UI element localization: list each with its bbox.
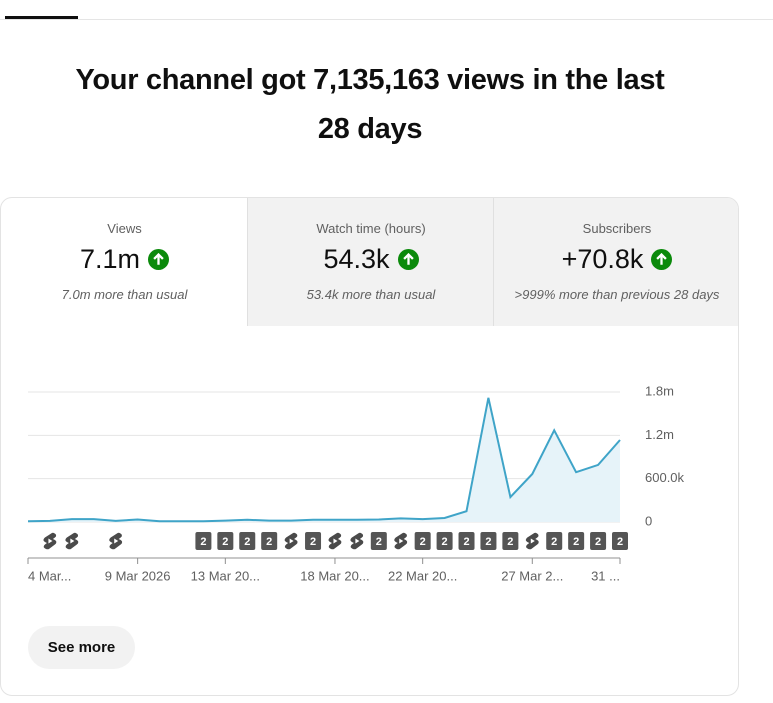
- shorts-icon: [394, 532, 408, 550]
- shorts-icon: [284, 532, 298, 550]
- metric-tab[interactable]: Watch time (hours) 54.3k 53.4k more than u…: [247, 198, 494, 326]
- shorts-icon: [43, 532, 57, 550]
- metric-tab[interactable]: Views 7.1m 7.0m more than usual: [1, 198, 248, 326]
- see-more-button[interactable]: See more: [28, 626, 135, 669]
- upload-count: 2: [463, 536, 469, 548]
- y-tick-label: 0: [645, 513, 652, 528]
- metric-label: Watch time (hours): [316, 221, 426, 236]
- y-tick-label: 1.8m: [645, 383, 674, 398]
- metric-note: 53.4k more than usual: [306, 287, 436, 302]
- upload-badge: [590, 532, 607, 550]
- metric-value: 7.1m: [79, 244, 141, 274]
- upload-badge: [480, 532, 497, 550]
- shorts-play: [70, 538, 75, 544]
- x-tick-label: 22 Mar 20...: [388, 568, 457, 583]
- upload-count: 2: [420, 536, 426, 548]
- x-tick-label: 18 Mar 20...: [300, 568, 369, 583]
- upload-count: 2: [595, 536, 601, 548]
- trend-up-icon: [148, 249, 170, 270]
- metric-label: Subscribers: [582, 221, 652, 236]
- upload-badge: [195, 532, 212, 550]
- shorts-icon: [525, 532, 539, 550]
- line: [27, 397, 621, 523]
- upload-count: 2: [222, 536, 228, 548]
- area: [28, 397, 620, 522]
- upload-badge: [612, 532, 628, 550]
- shorts-icon: [328, 532, 342, 550]
- tab-divider: [0, 19, 773, 20]
- shorts-play: [48, 538, 53, 544]
- metric-note: >999% more than previous 28 days: [514, 287, 720, 302]
- trend-up-icon: [651, 249, 673, 270]
- active-tab-indicator: [5, 16, 78, 19]
- upload-count: 2: [244, 536, 250, 548]
- upload-badge: [217, 532, 234, 550]
- upload-count: 2: [507, 536, 513, 548]
- upload-count: 2: [617, 536, 623, 548]
- upload-badge: [239, 532, 256, 550]
- upload-count: 2: [573, 536, 579, 548]
- shorts-play: [333, 538, 338, 544]
- upload-badge: [305, 532, 322, 550]
- metric-value: 54.3k: [323, 244, 390, 274]
- headline: Your channel got 7,135,163 views in the …: [75, 64, 665, 145]
- upload-badge: [261, 532, 278, 550]
- shorts-play: [289, 538, 294, 544]
- metric-value-row: 7.1m: [1, 244, 248, 275]
- upload-count: 2: [266, 536, 272, 548]
- metric-value-row: 54.3k: [248, 244, 494, 275]
- upload-count: 2: [376, 536, 382, 548]
- upload-badge: [568, 532, 585, 550]
- upload-badge: [370, 532, 387, 550]
- upload-badge: [546, 532, 563, 550]
- metric-value-row: +70.8k: [494, 244, 738, 275]
- x-tick-label: 13 Mar 20...: [191, 568, 260, 583]
- shorts-play: [530, 538, 535, 544]
- y-tick-label: 1.2m: [645, 427, 674, 442]
- shorts-icon: [65, 532, 79, 550]
- analytics-card: Views 7.1m 7.0m more than usual Watch time …: [0, 197, 739, 696]
- upload-count: 2: [485, 536, 491, 548]
- upload-count: 2: [200, 536, 206, 548]
- x-tick-label: 4 Mar...: [28, 568, 71, 583]
- shorts-icon: [350, 532, 364, 550]
- upload-count: 2: [551, 536, 557, 548]
- shorts-play: [355, 538, 360, 544]
- x-tick-label: 9 Mar 2026: [105, 568, 171, 583]
- shorts-icon: [109, 532, 123, 550]
- metric-label: Views: [107, 221, 142, 236]
- shorts-play: [114, 538, 119, 544]
- x-tick-label: 27 Mar 2...: [501, 568, 563, 583]
- metric-tab[interactable]: Subscribers +70.8k >999% more than previou…: [493, 198, 738, 326]
- upload-badge: [458, 532, 475, 550]
- shorts-play: [399, 538, 404, 544]
- upload-badge: [502, 532, 519, 550]
- y-tick-label: 600.0k: [645, 470, 685, 485]
- x-tick-label: 31 ...: [591, 568, 620, 583]
- metric-value: +70.8k: [561, 244, 644, 274]
- trend-up-icon: [397, 249, 419, 270]
- upload-badge: [436, 532, 453, 550]
- metric-note: 7.0m more than usual: [61, 287, 188, 302]
- upload-badge: [414, 532, 431, 550]
- upload-count: 2: [310, 536, 316, 548]
- upload-count: 2: [442, 536, 448, 548]
